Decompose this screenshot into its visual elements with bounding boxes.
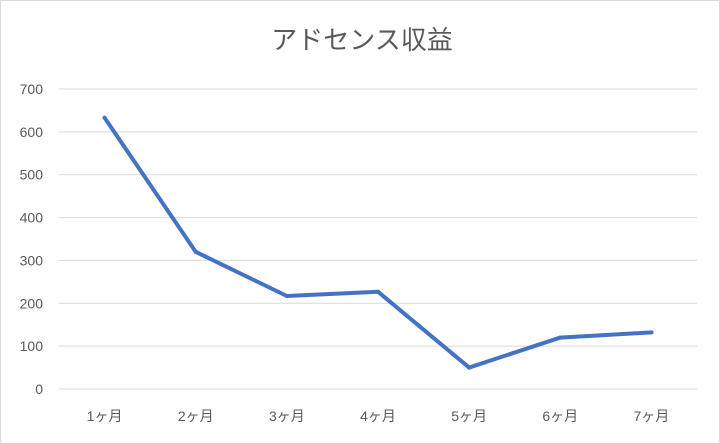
y-tick-label: 100 xyxy=(20,338,44,354)
series-lines xyxy=(102,115,654,370)
x-tick-label: 6ヶ月 xyxy=(542,408,578,424)
data-point xyxy=(649,330,654,335)
data-point xyxy=(102,115,107,120)
data-point xyxy=(193,249,198,254)
y-tick-label: 500 xyxy=(20,167,44,183)
x-axis-ticks: 1ヶ月 2ヶ月 3ヶ月 4ヶ月 5ヶ月 6ヶ月 7ヶ月 xyxy=(87,408,670,424)
gridlines xyxy=(59,88,697,390)
data-point xyxy=(558,335,563,340)
x-tick-label: 2ヶ月 xyxy=(178,408,214,424)
series-line xyxy=(102,115,654,370)
data-point xyxy=(467,365,472,370)
data-point xyxy=(376,289,380,294)
x-tick-label: 3ヶ月 xyxy=(269,408,305,424)
y-tick-label: 600 xyxy=(20,124,44,140)
data-point xyxy=(284,294,289,298)
y-tick-label: 300 xyxy=(20,252,44,268)
y-tick-label: 0 xyxy=(35,381,43,397)
x-tick-label: 4ヶ月 xyxy=(360,408,396,424)
x-tick-label: 5ヶ月 xyxy=(451,408,487,424)
y-axis-ticks: 0 100 200 300 400 500 600 700 xyxy=(20,81,44,397)
x-tick-label: 1ヶ月 xyxy=(87,408,123,424)
x-tick-label: 7ヶ月 xyxy=(634,408,670,424)
y-tick-label: 700 xyxy=(20,81,44,97)
y-tick-label: 400 xyxy=(20,210,44,226)
y-tick-label: 200 xyxy=(20,295,44,311)
chart-title: アドセンス収益 xyxy=(271,26,452,56)
